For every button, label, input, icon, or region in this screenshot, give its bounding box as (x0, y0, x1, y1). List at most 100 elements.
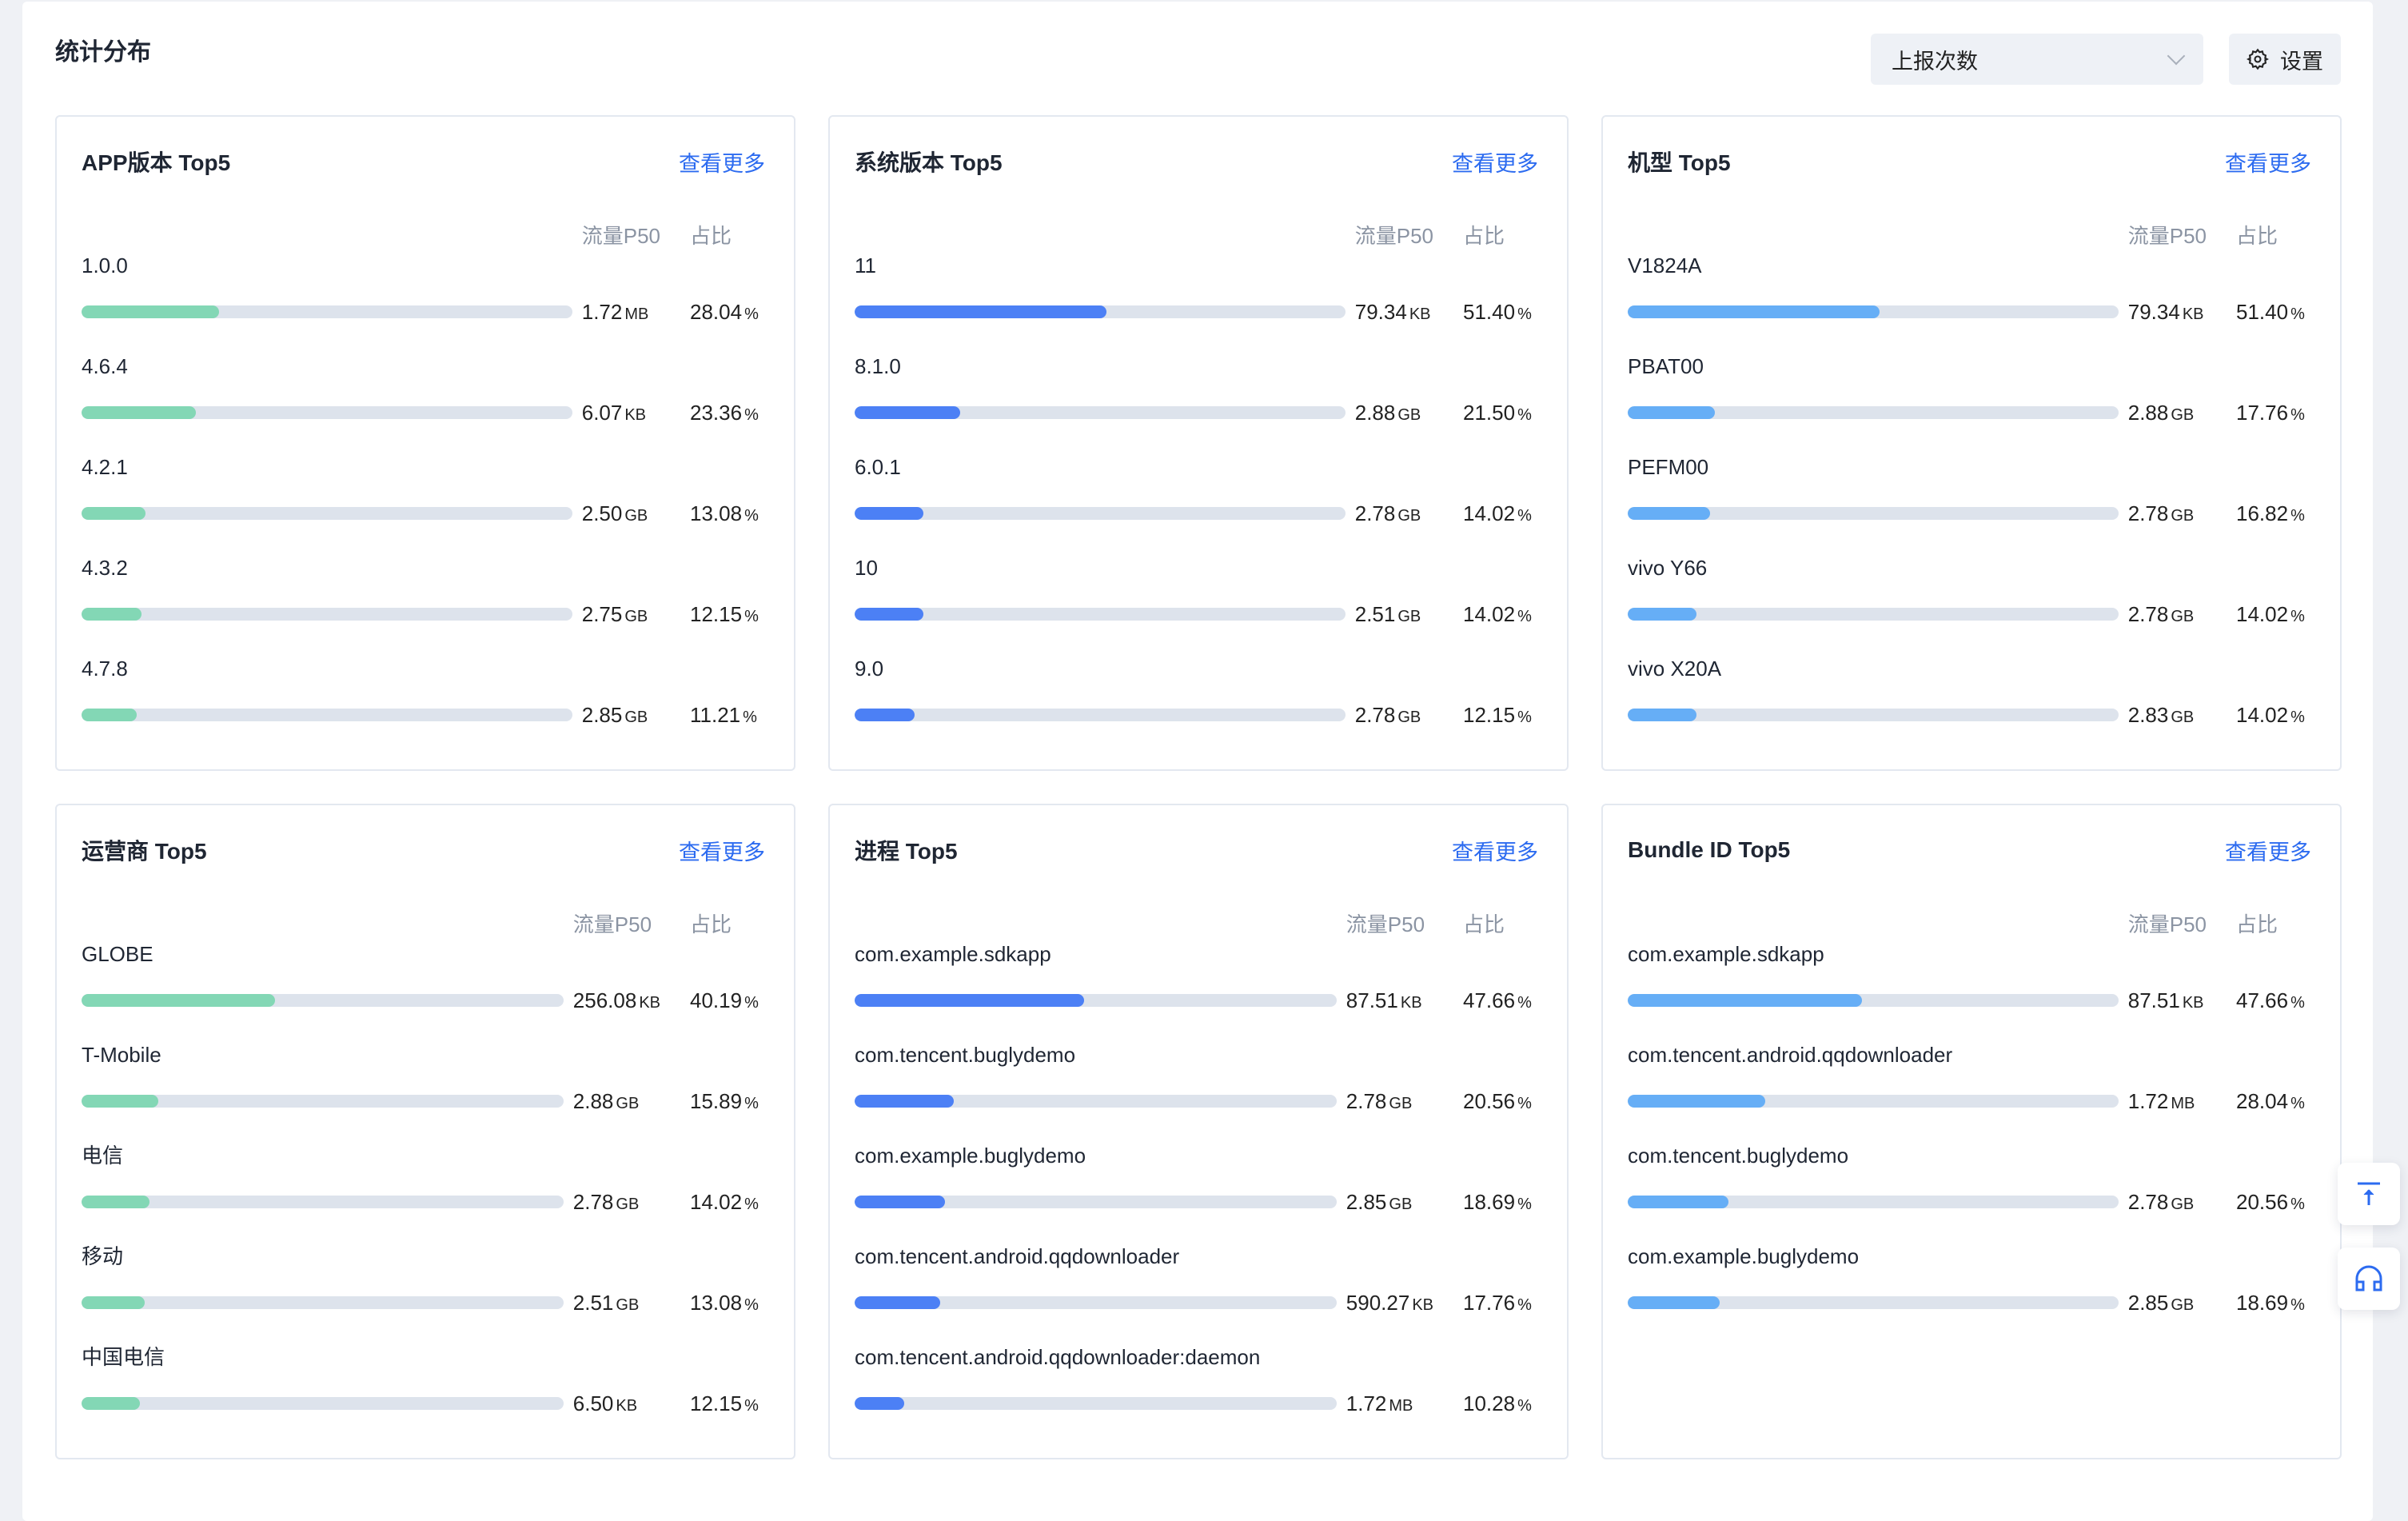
progress-fill (1628, 1296, 1720, 1309)
percent-number: 12.15 (1463, 703, 1516, 727)
view-more-link[interactable]: 查看更多 (679, 840, 765, 864)
progress-track (855, 1397, 1337, 1410)
value-number: 590.27 (1346, 1291, 1410, 1315)
value-unit: GB (1389, 1095, 1413, 1112)
item-label: 1.0.0 (82, 254, 128, 277)
item-value: 590.27 KB (1346, 1272, 1463, 1341)
value-unit: KB (624, 406, 647, 424)
value-number: 2.85 (2127, 1291, 2169, 1315)
progress-track (82, 994, 564, 1007)
card-header: 进程 Top5 查看更多 (855, 837, 1538, 864)
percent-number: 14.02 (2236, 703, 2289, 727)
view-more-link[interactable]: 查看更多 (2225, 840, 2311, 864)
spacer (1355, 451, 1538, 483)
percent-sign: % (744, 1095, 759, 1112)
progress-bar (855, 1172, 1346, 1240)
percent-number: 14.02 (690, 1190, 743, 1214)
value-unit: KB (2182, 305, 2204, 323)
column-header-percent: 占比 (2236, 224, 2278, 248)
item-value: 87.51 KB (2128, 970, 2236, 1039)
percent-number: 47.66 (1463, 988, 1516, 1012)
progress-fill (855, 709, 915, 721)
stat-list: com.example.sdkapp 流量P50 占比 87.51 KB 47.66% co… (1628, 913, 2311, 1341)
progress-fill (82, 1397, 141, 1410)
view-more-link[interactable]: 查看更多 (1452, 840, 1538, 864)
value-number: 87.51 (1346, 988, 1398, 1012)
value-number: 2.78 (1346, 1089, 1387, 1113)
item-value: 79.34 KB (2128, 281, 2236, 350)
percent-sign: % (2290, 994, 2305, 1012)
value-unit: KB (639, 994, 660, 1012)
stat-card: 运营商 Top5 查看更多 GLOBE 流量P50 占比 256.08 KB 40.19% T-… (55, 804, 795, 1459)
percent-sign: % (744, 608, 759, 625)
value-number: 1.72 (2127, 1089, 2169, 1113)
progress-bar (1628, 1272, 2128, 1341)
stat-list: 11 流量P50 占比 79.34 KB 51.40% 8.1.0 2.88 GB 21.50% 6… (855, 225, 1538, 753)
spacer (2128, 552, 2311, 584)
view-more-link[interactable]: 查看更多 (2225, 151, 2311, 176)
value-number: 2.78 (1354, 501, 1396, 525)
value-number: 79.34 (1354, 300, 1407, 324)
value-unit: KB (616, 1397, 638, 1415)
view-more-link[interactable]: 查看更多 (679, 151, 765, 176)
progress-fill (1628, 1196, 1729, 1208)
item-value: 2.88 GB (573, 1071, 690, 1140)
spacer (573, 1341, 765, 1373)
card-title: APP版本 Top5 (82, 150, 231, 175)
page-title: 统计分布 (55, 39, 151, 66)
value-unit: GB (1397, 709, 1421, 726)
progress-fill (82, 1296, 145, 1309)
back-to-top-button[interactable] (2338, 1163, 2400, 1225)
progress-fill (855, 994, 1085, 1007)
settings-button[interactable]: 设置 (2229, 34, 2341, 85)
value-number: 2.78 (572, 1190, 614, 1214)
percent-number: 20.56 (2236, 1190, 2289, 1214)
percent-sign: % (744, 406, 759, 424)
item-label: 电信 (82, 1144, 124, 1168)
value-unit: GB (2171, 1296, 2195, 1314)
stat-list: GLOBE 流量P50 占比 256.08 KB 40.19% T-Mobile 2.88 GB… (82, 913, 765, 1442)
item-percent: 47.66% (2236, 970, 2311, 1039)
percent-number: 51.40 (1463, 300, 1516, 324)
item-percent: 12.15% (690, 584, 765, 653)
item-percent: 28.04% (2236, 1071, 2311, 1140)
progress-track (82, 1196, 564, 1208)
value-number: 2.75 (581, 602, 623, 626)
percent-number: 16.82 (2236, 501, 2289, 525)
item-percent: 51.40% (2236, 281, 2311, 350)
progress-track (855, 1095, 1337, 1108)
view-more-link[interactable]: 查看更多 (1452, 151, 1538, 176)
progress-fill (1628, 608, 1697, 621)
progress-track (82, 406, 572, 419)
metric-dropdown[interactable]: 上报次数 (1871, 34, 2203, 85)
card-header: 机型 Top5 查看更多 (1628, 149, 2311, 176)
progress-bar (855, 281, 1355, 350)
progress-track (82, 507, 572, 520)
progress-bar (82, 382, 582, 451)
value-number: 79.34 (2127, 300, 2180, 324)
item-percent: 51.40% (1463, 281, 1538, 350)
value-unit: KB (2182, 994, 2204, 1012)
spacer (582, 350, 765, 382)
item-value: 2.78 GB (2128, 584, 2236, 653)
item-value: 2.78 GB (2128, 1172, 2236, 1240)
value-unit: GB (2171, 608, 2195, 625)
value-unit: GB (1389, 1196, 1413, 1213)
value-number: 2.78 (2127, 1190, 2169, 1214)
percent-number: 13.08 (690, 1291, 743, 1315)
percent-sign: % (1517, 305, 1532, 323)
progress-track (855, 305, 1346, 318)
value-unit: MB (1389, 1397, 1413, 1415)
stat-card: 进程 Top5 查看更多 com.example.sdkapp 流量P50 占比 87.5… (828, 804, 1569, 1459)
item-value: 2.88 GB (2128, 382, 2236, 451)
item-label: com.example.sdkapp (1628, 942, 1824, 966)
percent-sign: % (2290, 1095, 2305, 1112)
percent-sign: % (744, 1397, 759, 1415)
card-title: 运营商 Top5 (82, 839, 207, 864)
item-label: vivo Y66 (1628, 556, 1708, 580)
progress-fill (82, 305, 220, 318)
percent-sign: % (744, 1196, 759, 1213)
customer-support-button[interactable] (2338, 1248, 2400, 1310)
value-unit: GB (2171, 1196, 2195, 1213)
item-percent: 18.69% (1463, 1172, 1538, 1240)
